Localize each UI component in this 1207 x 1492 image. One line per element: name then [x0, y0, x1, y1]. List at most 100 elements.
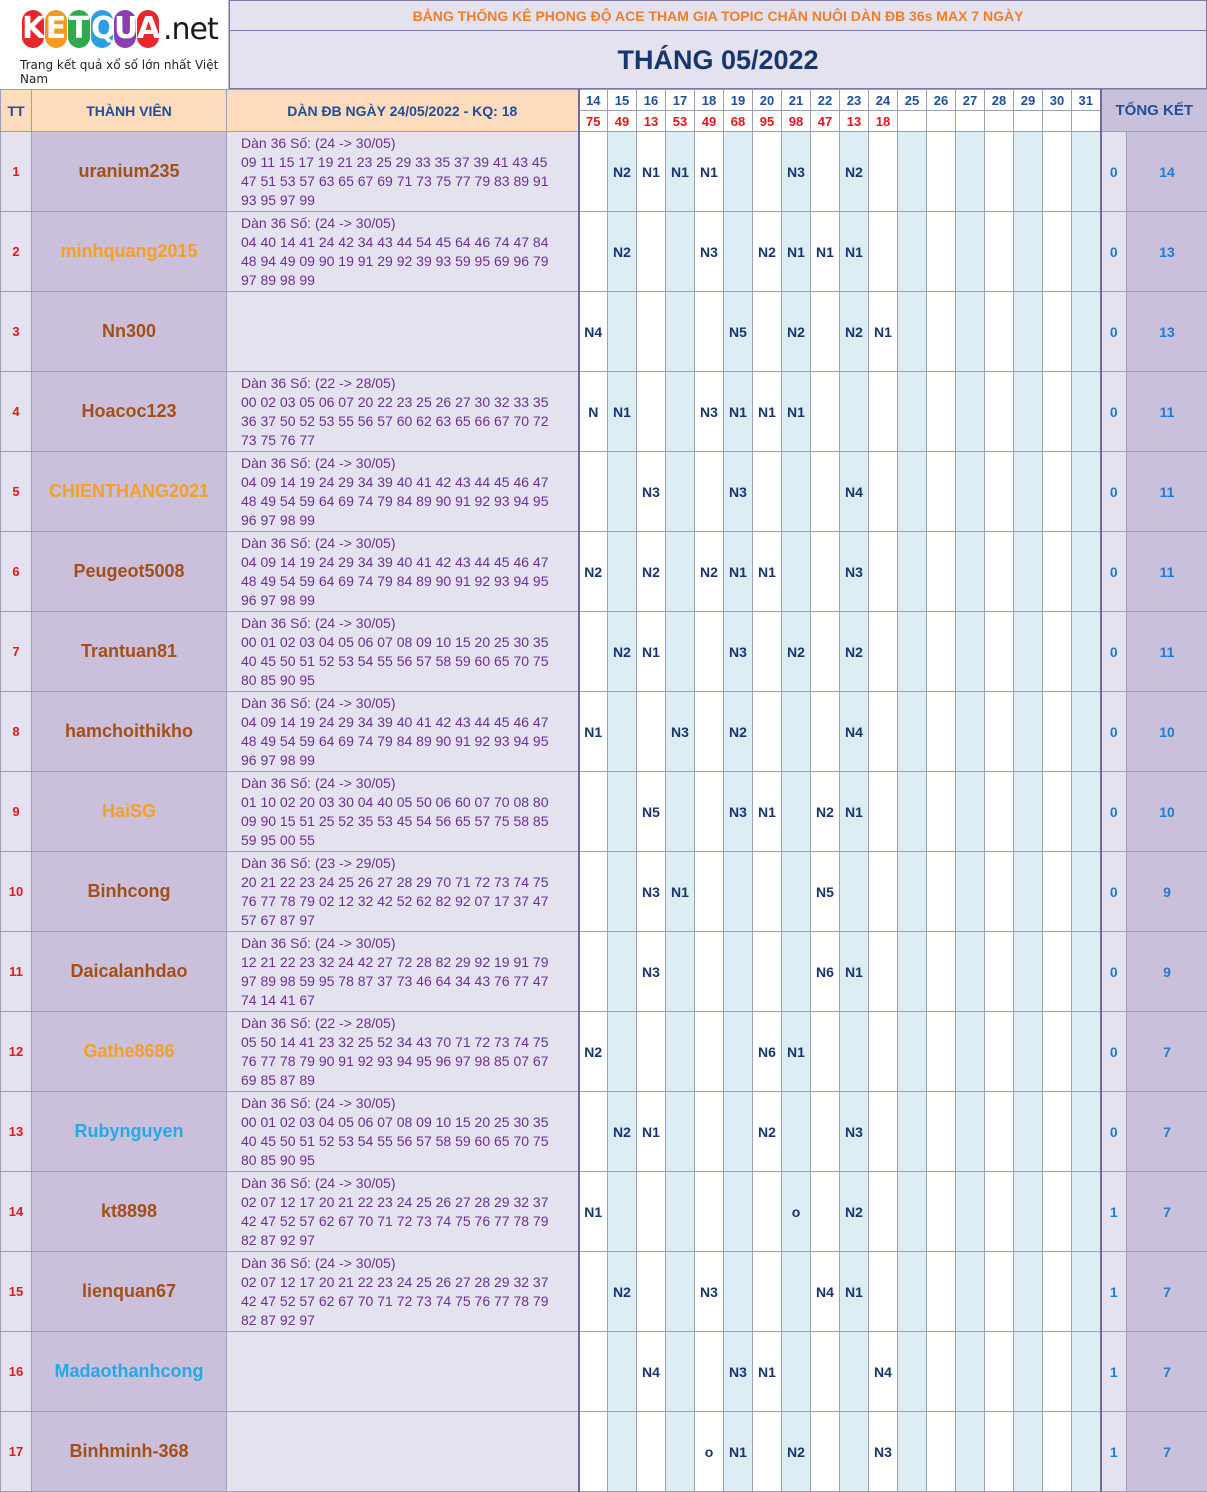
day-mark [926, 1091, 956, 1172]
day-mark [897, 611, 927, 692]
summary-total: 13 [1126, 291, 1207, 372]
summary-total: 11 [1126, 611, 1207, 692]
day-mark [636, 1251, 666, 1332]
day-mark [810, 451, 840, 532]
day-mark [955, 1331, 985, 1412]
ketqua-logo[interactable]: K E T Q U A .net Trang kết quả xổ số lớn nhất … [0, 0, 229, 89]
day-mark [810, 691, 840, 772]
day-mark [868, 1011, 898, 1092]
row-index: 5 [0, 451, 32, 532]
day-mark [1013, 931, 1043, 1012]
day-mark [723, 1251, 753, 1332]
day-mark: N1 [578, 691, 608, 772]
day-mark [752, 851, 782, 932]
day-mark [1042, 931, 1072, 1012]
day-mark [955, 1091, 985, 1172]
dan-line: 04 09 14 19 24 29 34 39 40 41 42 43 44 4… [241, 474, 549, 490]
day-mark [897, 1331, 927, 1412]
member-name: kt8898 [31, 1171, 227, 1252]
day-mark [607, 851, 637, 932]
dan-line: Dàn 36 Số: (24 -> 30/05) [241, 1175, 396, 1191]
day-mark [781, 1331, 811, 1412]
day-mark [723, 931, 753, 1012]
day-mark [578, 131, 608, 212]
day-result [955, 110, 985, 132]
row-index: 16 [0, 1331, 32, 1412]
summary-total: 14 [1126, 131, 1207, 212]
member-row: 15 lienquan67 Dàn 36 Số: (24 -> 30/05) 02 0… [0, 1251, 1207, 1332]
day-mark [897, 291, 927, 372]
day-mark [665, 1251, 695, 1332]
day-mark [955, 211, 985, 292]
day-mark [694, 611, 724, 692]
day-mark: N3 [636, 451, 666, 532]
day-mark [868, 851, 898, 932]
day-mark [781, 851, 811, 932]
day-header: 14 [578, 89, 608, 111]
day-mark [665, 291, 695, 372]
day-mark: N5 [810, 851, 840, 932]
day-mark [665, 1091, 695, 1172]
dan-line: 02 07 12 17 20 21 22 23 24 25 26 27 28 2… [241, 1194, 549, 1210]
day-header: 30 [1042, 89, 1072, 111]
day-mark [955, 371, 985, 452]
day-mark [984, 131, 1014, 212]
col-header-tt: TT [0, 89, 32, 132]
member-dan: Dàn 36 Số: (22 -> 28/05) 00 02 03 05 06 0… [226, 371, 580, 452]
day-mark: N1 [839, 931, 869, 1012]
day-mark: N2 [839, 291, 869, 372]
dan-line: Dàn 36 Số: (23 -> 29/05) [241, 855, 396, 871]
day-mark [926, 1251, 956, 1332]
summary-total: 10 [1126, 691, 1207, 772]
day-mark [955, 851, 985, 932]
summary-count: 0 [1100, 371, 1127, 452]
summary-count: 1 [1100, 1251, 1127, 1332]
day-header: 24 [868, 89, 898, 111]
summary-total: 7 [1126, 1251, 1207, 1332]
day-mark [926, 371, 956, 452]
summary-total: 11 [1126, 371, 1207, 452]
dan-line: Dàn 36 Số: (24 -> 30/05) [241, 135, 396, 151]
day-result: 68 [723, 110, 753, 132]
day-mark [694, 1011, 724, 1092]
day-header: 26 [926, 89, 956, 111]
day-mark [810, 1091, 840, 1172]
day-mark [839, 851, 869, 932]
logo-letter: A [137, 10, 161, 48]
day-mark [607, 1011, 637, 1092]
day-mark [636, 1011, 666, 1092]
dan-line: 09 90 15 51 25 52 35 53 45 54 56 65 57 7… [241, 813, 549, 829]
summary-count: 0 [1100, 931, 1127, 1012]
day-mark [1013, 771, 1043, 852]
dan-line: Dàn 36 Số: (24 -> 30/05) [241, 695, 396, 711]
summary-count: 1 [1100, 1411, 1127, 1492]
member-row: 14 kt8898 Dàn 36 Số: (24 -> 30/05) 02 07 12… [0, 1171, 1207, 1252]
day-mark [752, 1411, 782, 1492]
day-mark: N3 [839, 1091, 869, 1172]
day-mark [665, 1411, 695, 1492]
dan-line: 48 49 54 59 64 69 74 79 84 89 90 91 92 9… [241, 573, 549, 589]
dan-line: 57 67 87 97 [241, 912, 315, 928]
dan-line: Dàn 36 Số: (24 -> 30/05) [241, 535, 396, 551]
day-mark [1071, 1331, 1102, 1412]
summary-total: 9 [1126, 851, 1207, 932]
day-mark: N3 [636, 851, 666, 932]
dan-line: Dàn 36 Số: (24 -> 30/05) [241, 1255, 396, 1271]
dan-line: 05 50 14 41 23 32 25 52 34 43 70 71 72 7… [241, 1034, 549, 1050]
day-mark [897, 851, 927, 932]
member-dan: Dàn 36 Số: (24 -> 30/05) 04 09 14 19 24 2… [226, 531, 580, 612]
dan-line: 80 85 90 95 [241, 1152, 315, 1168]
day-mark [752, 931, 782, 1012]
day-mark [926, 691, 956, 772]
day-header: 28 [984, 89, 1014, 111]
day-result: 18 [868, 110, 898, 132]
day-mark [636, 1171, 666, 1252]
day-mark: N3 [665, 691, 695, 772]
day-mark [1042, 1331, 1072, 1412]
dan-line: 04 40 14 41 24 42 34 43 44 54 45 64 46 7… [241, 234, 549, 250]
day-mark: N2 [607, 131, 637, 212]
day-mark: N3 [839, 531, 869, 612]
day-mark [607, 931, 637, 1012]
day-mark: N1 [868, 291, 898, 372]
